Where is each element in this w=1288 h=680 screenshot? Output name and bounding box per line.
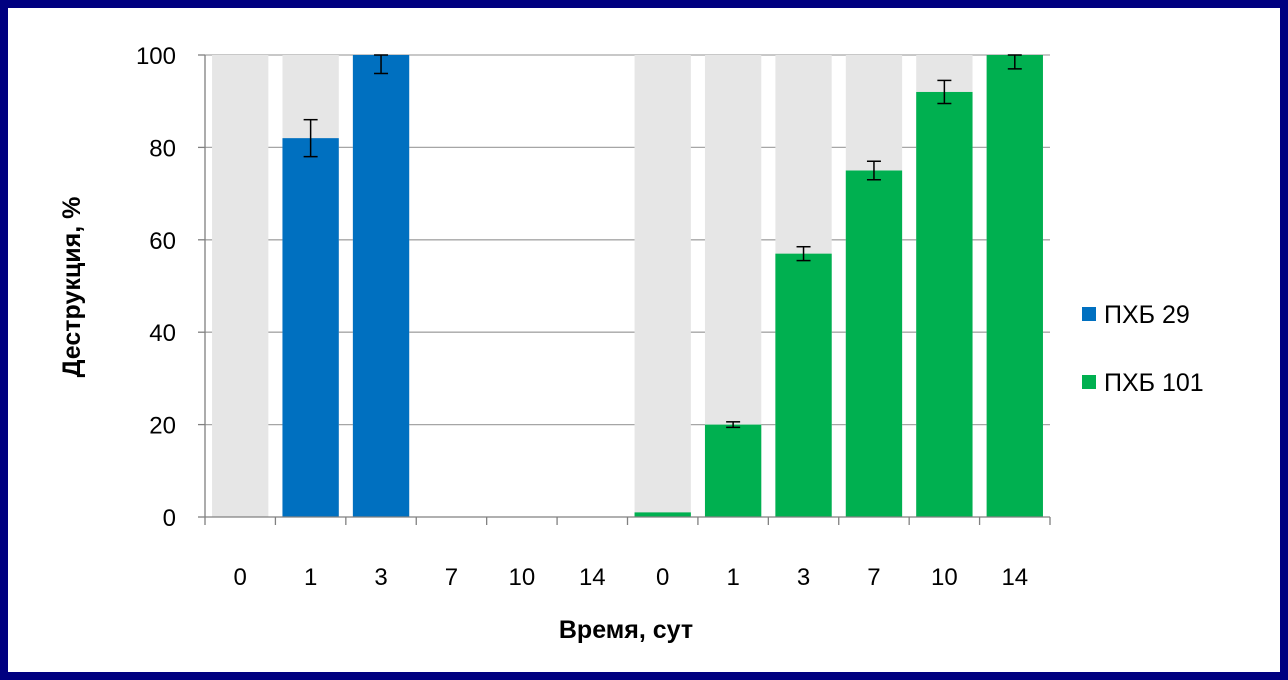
x-tick-label: 3 xyxy=(797,564,810,591)
x-tick-label: 10 xyxy=(509,564,536,591)
bar-1-7 xyxy=(845,170,903,517)
bar-1-10 xyxy=(916,91,973,518)
bar-1-0 xyxy=(634,512,691,517)
y-tick-label: 0 xyxy=(163,505,176,532)
y-tick-label: 100 xyxy=(136,43,176,70)
bar-1-3 xyxy=(775,253,832,517)
x-tick-label: 14 xyxy=(1001,564,1028,591)
tick-labels: 0 20 40 60 80 100 0 1 3 7 10 14 0 1 3 7 10 14 xyxy=(136,43,1028,591)
y-axis-title: Деструкция, % xyxy=(58,197,86,378)
y-tick-label: 20 xyxy=(149,413,176,440)
legend-swatch-pcb29 xyxy=(1082,307,1096,321)
x-tick-label: 0 xyxy=(234,564,247,591)
bar-0-1 xyxy=(282,138,339,517)
x-tick-label: 3 xyxy=(374,564,387,591)
axes xyxy=(198,54,1051,525)
legend-label-pcb29: ПХБ 29 xyxy=(1104,301,1190,329)
legend-label-pcb101: ПХБ 101 xyxy=(1104,369,1204,397)
x-axis-title: Время, сут xyxy=(559,616,693,644)
background-bar xyxy=(212,55,269,517)
x-tick-label: 1 xyxy=(304,564,317,591)
legend-swatch-pcb101 xyxy=(1082,375,1096,389)
x-tick-label: 10 xyxy=(931,564,958,591)
bar-0-3 xyxy=(352,55,410,517)
gridlines xyxy=(205,54,1050,426)
x-tick-label: 14 xyxy=(579,564,606,591)
bar-1-14 xyxy=(986,55,1043,517)
bar-1-1 xyxy=(704,424,762,517)
error-bars xyxy=(303,54,1022,429)
background-bar xyxy=(634,55,691,517)
x-tick-label: 7 xyxy=(867,564,880,591)
x-tick-label: 1 xyxy=(726,564,739,591)
x-tick-label: 0 xyxy=(656,564,669,591)
legend: ПХБ 29 ПХБ 101 xyxy=(1082,301,1204,397)
y-tick-label: 60 xyxy=(149,228,176,255)
y-tick-label: 40 xyxy=(149,320,176,347)
data-bars xyxy=(282,55,1043,518)
y-tick-label: 80 xyxy=(149,135,176,162)
x-tick-label: 7 xyxy=(445,564,458,591)
